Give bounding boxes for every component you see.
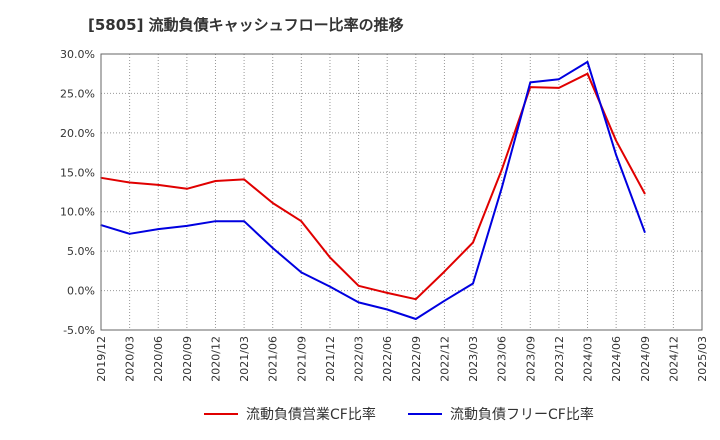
series-1-point bbox=[615, 154, 617, 156]
series-1-point bbox=[500, 187, 503, 189]
grid bbox=[100, 53, 703, 331]
y-tick-label: 30.0% bbox=[60, 48, 95, 61]
y-tick-label: 15.0% bbox=[60, 166, 95, 179]
x-tick-label: 2022/03 bbox=[353, 336, 366, 382]
legend-label-operating-cf: 流動負債営業CF比率 bbox=[246, 407, 376, 423]
series-1-point bbox=[415, 318, 417, 320]
x-tick-label: 2021/03 bbox=[238, 336, 251, 382]
legend-item-free-cf: 流動負債フリーCF比率 bbox=[408, 404, 594, 424]
x-tick-label: 2020/12 bbox=[209, 336, 222, 382]
legend-item-operating-cf: 流動負債営業CF比率 bbox=[204, 404, 376, 424]
x-tick-label: 2021/09 bbox=[295, 336, 308, 382]
series-0-point bbox=[586, 72, 589, 75]
series-0-point bbox=[386, 292, 388, 294]
series-1-point bbox=[386, 308, 388, 311]
x-tick-label: 2019/12 bbox=[95, 336, 108, 382]
series-0-point bbox=[214, 180, 217, 182]
x-tick-label: 2024/09 bbox=[639, 336, 652, 382]
series-0-point bbox=[243, 178, 245, 181]
x-tick-label: 2022/12 bbox=[438, 336, 451, 382]
series-0-point bbox=[157, 184, 160, 186]
series-layer bbox=[100, 60, 646, 320]
x-tick-label: 2020/09 bbox=[181, 336, 194, 382]
series-0-point bbox=[300, 220, 303, 222]
series-0-point bbox=[271, 202, 274, 204]
legend: 流動負債営業CF比率 流動負債フリーCF比率 bbox=[0, 404, 720, 428]
legend-swatch-free-cf bbox=[408, 413, 442, 415]
y-tick-label: 10.0% bbox=[60, 206, 95, 219]
series-line-1 bbox=[100, 60, 646, 320]
series-1-point bbox=[300, 271, 303, 274]
series-1-point bbox=[643, 231, 646, 234]
series-0-point bbox=[443, 270, 446, 273]
x-axis-ticks: 2019/12 2020/03 2020/06 2020/09 2020/12 2021/… bbox=[95, 336, 709, 382]
y-axis-ticks: 30.0% 25.0% 20.0% 15.0% 10.0% 5.0% 0.0% -5.0% bbox=[60, 48, 95, 337]
series-1-point bbox=[357, 301, 360, 304]
x-tick-label: 2023/03 bbox=[467, 336, 480, 382]
series-1-point bbox=[157, 228, 160, 230]
x-tick-label: 2023/09 bbox=[524, 336, 537, 382]
plot-frame bbox=[100, 53, 703, 331]
series-1-point bbox=[271, 247, 274, 249]
series-0-point bbox=[500, 169, 503, 171]
series-1-point bbox=[443, 300, 446, 302]
series-0-point bbox=[415, 298, 417, 301]
x-tick-label: 2022/09 bbox=[410, 336, 423, 382]
series-1-point bbox=[586, 61, 589, 63]
series-0-point bbox=[558, 87, 560, 89]
series-1-point bbox=[214, 220, 217, 222]
y-tick-label: 0.0% bbox=[67, 285, 95, 298]
series-0-point bbox=[615, 139, 617, 142]
series-0-point bbox=[643, 192, 646, 195]
x-tick-label: 2021/06 bbox=[267, 336, 280, 382]
series-1-point bbox=[558, 78, 560, 81]
series-1-point bbox=[243, 220, 245, 222]
y-tick-label: 5.0% bbox=[67, 245, 95, 258]
x-tick-label: 2022/06 bbox=[381, 336, 394, 382]
legend-label-free-cf: 流動負債フリーCF比率 bbox=[450, 407, 594, 423]
series-0-point bbox=[329, 256, 331, 259]
series-1-point bbox=[472, 282, 474, 285]
x-tick-label: 2024/03 bbox=[582, 336, 595, 382]
x-tick-label: 2020/03 bbox=[124, 336, 137, 382]
y-tick-label: 20.0% bbox=[60, 127, 95, 140]
series-1-point bbox=[186, 225, 188, 227]
series-1-point bbox=[329, 285, 331, 288]
series-0-point bbox=[357, 285, 360, 287]
series-1-point bbox=[529, 81, 532, 84]
series-0-point bbox=[186, 188, 188, 190]
y-tick-label: 25.0% bbox=[60, 87, 95, 100]
x-tick-label: 2021/12 bbox=[324, 336, 337, 382]
series-line-0 bbox=[100, 72, 646, 301]
x-tick-label: 2023/12 bbox=[553, 336, 566, 382]
chart-title: [5805] 流動負債キャッシュフロー比率の推移 bbox=[88, 16, 404, 34]
x-tick-label: 2024/12 bbox=[667, 336, 680, 382]
y-tick-label: -5.0% bbox=[63, 324, 95, 337]
x-tick-label: 2024/06 bbox=[610, 336, 623, 382]
x-tick-label: 2025/03 bbox=[696, 336, 709, 382]
x-tick-label: 2023/06 bbox=[496, 336, 509, 382]
x-tick-label: 2020/06 bbox=[152, 336, 165, 382]
series-1-point bbox=[128, 232, 131, 235]
series-0-point bbox=[472, 241, 474, 244]
legend-swatch-operating-cf bbox=[204, 413, 238, 415]
series-0-point bbox=[128, 181, 131, 184]
